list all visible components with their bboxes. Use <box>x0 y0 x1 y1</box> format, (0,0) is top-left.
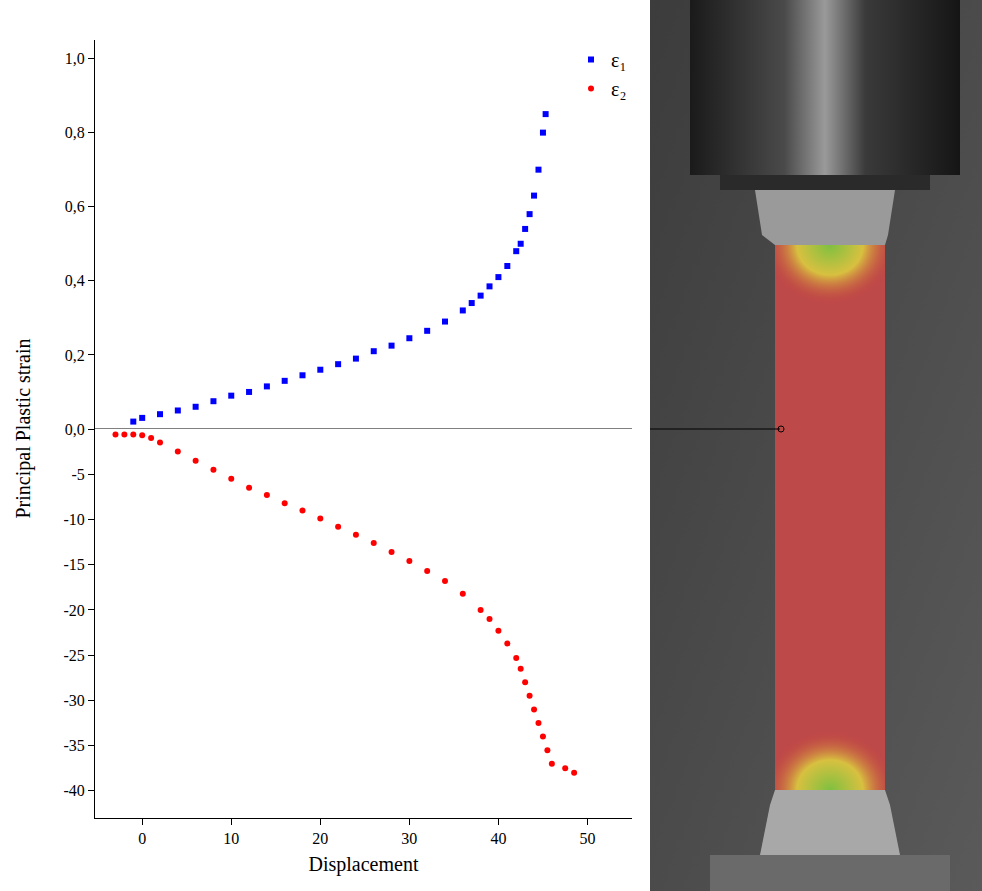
svg-text:40: 40 <box>490 830 506 847</box>
svg-text:50: 50 <box>579 830 595 847</box>
svg-text:10: 10 <box>223 830 239 847</box>
svg-text:-15: -15 <box>63 556 84 573</box>
svg-text:-25: -25 <box>63 647 84 664</box>
svg-text:0,0: 0,0 <box>65 421 85 438</box>
svg-text:-40: -40 <box>63 782 84 799</box>
svg-text:-20: -20 <box>63 602 84 619</box>
svg-text:0,4: 0,4 <box>65 272 85 289</box>
svg-text:0: 0 <box>138 830 146 847</box>
svg-text:ε₂: ε₂ <box>611 78 626 100</box>
svg-text:-35: -35 <box>63 737 84 754</box>
svg-text:-10: -10 <box>63 511 84 528</box>
svg-text:-5: -5 <box>71 466 84 483</box>
svg-text:0,2: 0,2 <box>65 347 85 364</box>
svg-text:Principal Plastic strain: Principal Plastic strain <box>12 339 35 519</box>
svg-text:ε₁: ε₁ <box>611 49 626 71</box>
svg-text:-30: -30 <box>63 692 84 709</box>
svg-text:Displacement: Displacement <box>309 853 419 876</box>
svg-text:0,8: 0,8 <box>65 124 85 141</box>
svg-text:20: 20 <box>312 830 328 847</box>
svg-text:30: 30 <box>401 830 417 847</box>
svg-text:1,0: 1,0 <box>65 50 85 67</box>
svg-text:0,6: 0,6 <box>65 198 85 215</box>
